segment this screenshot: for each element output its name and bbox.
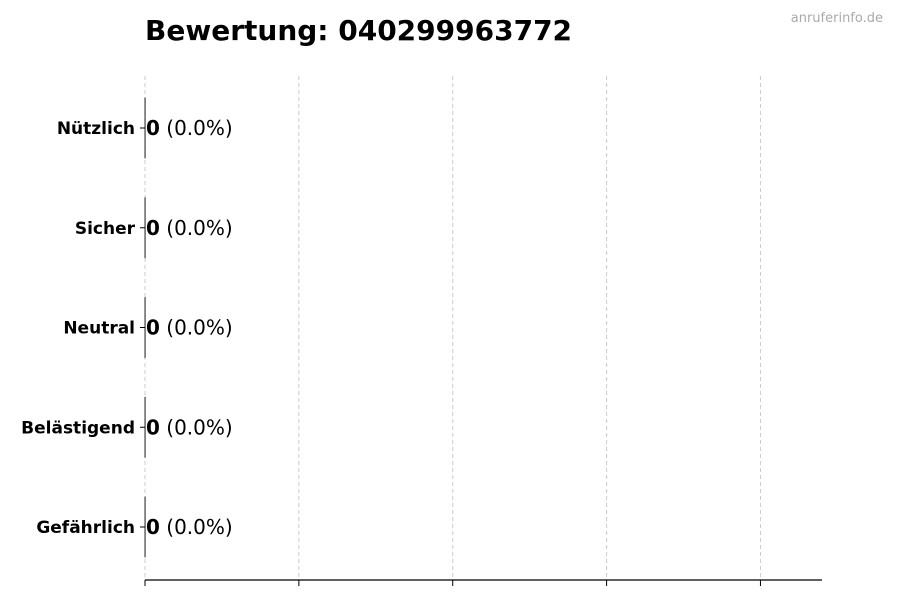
data-label-count: 0: [146, 116, 160, 140]
data-label: 0 (0.0%): [146, 515, 233, 539]
data-label-percent: (0.0%): [160, 216, 233, 240]
data-label-count: 0: [146, 316, 160, 340]
data-label: 0 (0.0%): [146, 415, 233, 439]
data-label-percent: (0.0%): [160, 415, 233, 439]
data-label: 0 (0.0%): [146, 116, 233, 140]
data-label: 0 (0.0%): [146, 316, 233, 340]
y-tick-label: Gefährlich: [36, 518, 135, 538]
data-label-percent: (0.0%): [160, 116, 233, 140]
chart-title: Bewertung: 040299963772: [145, 14, 572, 47]
y-tick-label: Belästigend: [21, 418, 135, 438]
y-tick-label: Nützlich: [57, 119, 135, 139]
y-tick-label: Sicher: [75, 219, 136, 239]
data-label-percent: (0.0%): [160, 515, 233, 539]
watermark: anruferinfo.de: [791, 11, 883, 26]
data-label: 0 (0.0%): [146, 216, 233, 240]
data-label-percent: (0.0%): [160, 316, 233, 340]
data-label-count: 0: [146, 216, 160, 240]
data-label-count: 0: [146, 515, 160, 539]
data-label-count: 0: [146, 415, 160, 439]
y-tick-label: Neutral: [63, 319, 135, 339]
